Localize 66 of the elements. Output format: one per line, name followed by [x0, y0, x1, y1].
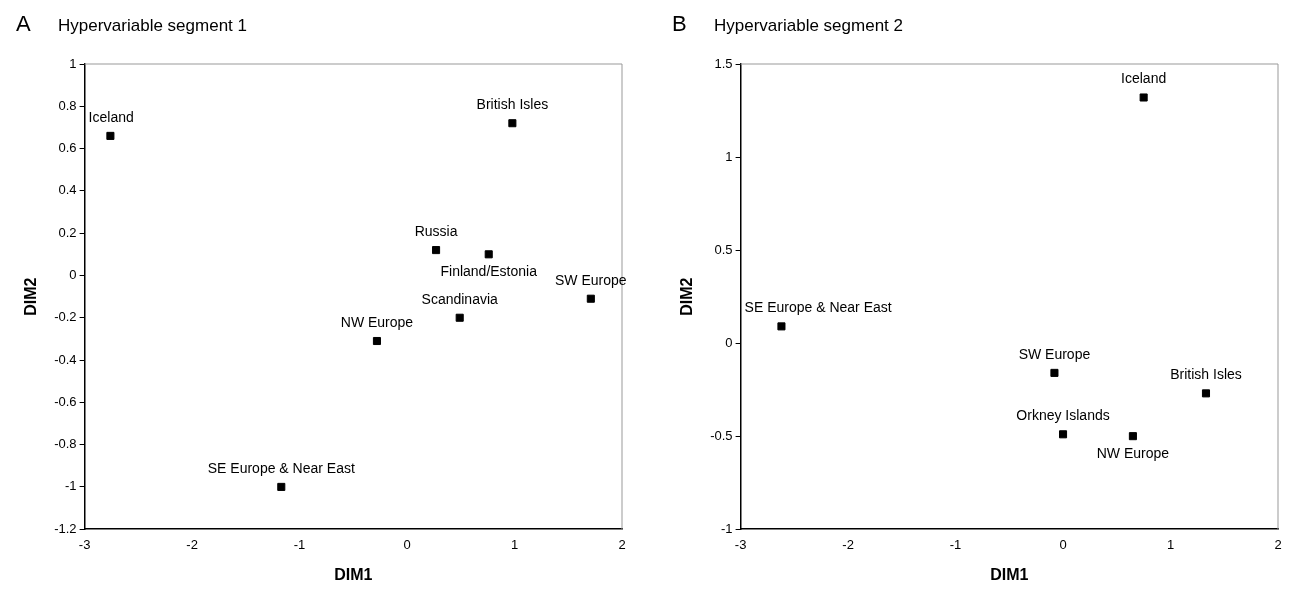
- x-axis-title: DIM1: [334, 565, 373, 583]
- y-tick-label: 1.5: [714, 55, 733, 71]
- y-tick-label: 0.2: [58, 224, 77, 240]
- point: [1128, 432, 1137, 441]
- text: B: [672, 11, 687, 37]
- y-tick-label: -0.4: [54, 351, 77, 367]
- annotation: Orkney Islands: [1016, 407, 1110, 424]
- x-tick-label: -3: [78, 536, 91, 552]
- annotation: SW Europe: [555, 271, 627, 288]
- x-tick-label: 1: [510, 536, 519, 552]
- y-tick-label: 1: [69, 55, 77, 71]
- y-tick-label: -1.2: [54, 520, 77, 536]
- annotation: British Isles: [1170, 366, 1242, 383]
- point: [777, 322, 786, 331]
- y-axis-title: DIM2: [678, 277, 696, 316]
- annotation: British Isles: [476, 96, 549, 113]
- y-tick-label: 0.6: [58, 140, 77, 156]
- x-tick-label: -2: [842, 536, 854, 552]
- y-tick-label: 0: [725, 334, 733, 350]
- annotation: Iceland: [1121, 70, 1167, 87]
- y-tick-label: -1: [65, 478, 77, 494]
- annotation: Iceland: [88, 108, 134, 125]
- point: [432, 246, 441, 255]
- x-tick-label: -2: [186, 536, 198, 552]
- point: [372, 336, 381, 346]
- point: [1139, 93, 1148, 102]
- x-tick-label: -1: [293, 536, 306, 552]
- point: [277, 482, 286, 491]
- x-tick-label: 2: [1274, 536, 1282, 552]
- annotation: Finland/Estonia: [440, 263, 538, 280]
- point: [586, 294, 595, 303]
- point: [455, 313, 464, 322]
- y-tick-label: 0.8: [58, 97, 77, 113]
- x-tick-label: 1: [1166, 536, 1175, 552]
- annotation: NW Europe: [340, 313, 414, 330]
- chart-title: Hypervariable segment 2: [714, 16, 903, 36]
- x-tick-label: 0: [1059, 536, 1067, 552]
- annotation: SE Europe & Near East: [744, 299, 892, 316]
- y-axis-title: DIM2: [22, 277, 40, 316]
- point: [484, 250, 493, 259]
- point: [508, 119, 517, 128]
- x-tick-label: -1: [949, 536, 962, 552]
- point: [1201, 389, 1211, 398]
- y-tick-label: 1: [725, 148, 733, 164]
- x-tick-label: -3: [734, 536, 747, 552]
- y-tick-label: 0.4: [58, 182, 77, 198]
- y-tick-label: -0.6: [54, 393, 77, 409]
- x-tick-label: 0: [403, 536, 411, 552]
- y-tick-label: -0.8: [54, 436, 77, 452]
- annotation: SW Europe: [1018, 345, 1091, 362]
- point: [1059, 430, 1068, 439]
- y-tick-label: -0.5: [710, 427, 733, 443]
- y-tick-label: -1: [721, 520, 733, 536]
- y-tick-label: -0.2: [54, 309, 77, 325]
- annotation: Russia: [414, 222, 458, 239]
- annotation: Scandinavia: [421, 290, 499, 307]
- chart-title: Hypervariable segment 1: [58, 16, 247, 36]
- y-tick-label: 0: [69, 267, 77, 283]
- point: [1050, 368, 1059, 377]
- point: [106, 131, 115, 140]
- annotation: NW Europe: [1096, 445, 1170, 462]
- y-tick-label: 0.5: [714, 241, 733, 257]
- text: A: [16, 11, 31, 37]
- x-tick-label: 2: [618, 536, 626, 552]
- annotation: SE Europe & Near East: [207, 459, 355, 476]
- x-axis-title: DIM1: [990, 565, 1029, 583]
